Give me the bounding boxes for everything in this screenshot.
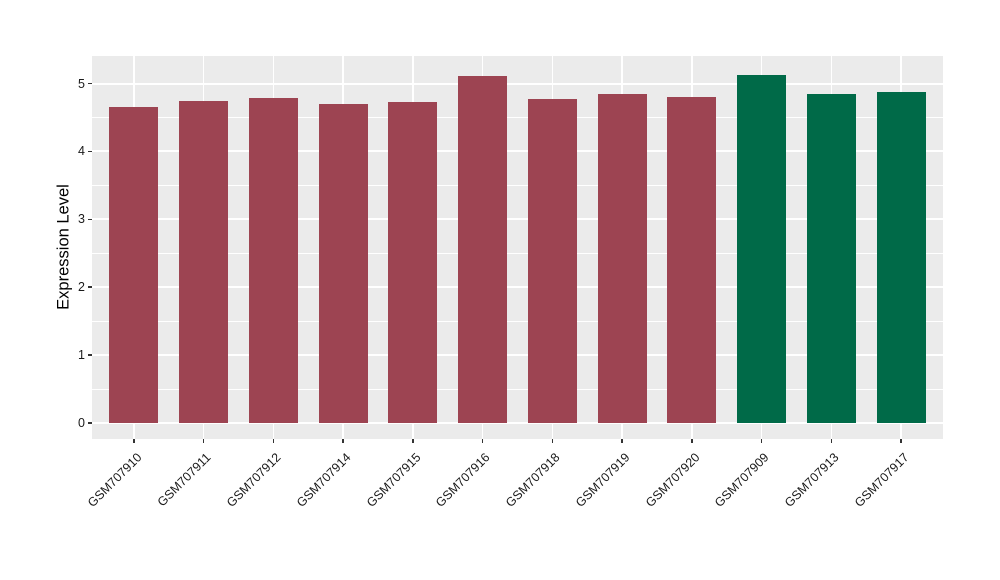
y-tick-mark xyxy=(88,422,92,424)
y-tick-label: 4 xyxy=(78,144,85,159)
y-tick-label: 1 xyxy=(78,347,85,362)
x-tick-label: GSM707909 xyxy=(712,450,772,510)
x-tick-label: GSM707911 xyxy=(155,450,214,510)
y-tick-mark xyxy=(88,150,92,153)
minor-gridline xyxy=(92,320,943,322)
x-tick-label: GSM707912 xyxy=(224,450,284,510)
minor-gridline xyxy=(92,116,943,118)
x-tick-mark xyxy=(202,439,205,443)
x-tick-mark xyxy=(272,439,275,443)
y-tick-label: 3 xyxy=(78,212,85,227)
x-tick-label: GSM707914 xyxy=(293,450,354,510)
y-tick-mark xyxy=(88,354,92,356)
x-tick-label: GSM707916 xyxy=(433,450,493,510)
bar-GSM707909 xyxy=(737,74,787,423)
x-tick-mark xyxy=(133,439,135,443)
plot-panel xyxy=(92,56,943,439)
minor-gridline xyxy=(92,184,943,186)
x-tick-label: GSM707915 xyxy=(363,450,424,510)
x-tick-label: GSM707913 xyxy=(782,450,842,510)
x-tick-mark xyxy=(691,439,693,443)
major-gridline xyxy=(92,354,943,357)
bar-GSM707917 xyxy=(876,91,926,423)
x-tick-mark xyxy=(481,439,484,443)
bar-GSM707919 xyxy=(597,94,647,423)
minor-gridline xyxy=(92,388,943,390)
x-tick-mark xyxy=(621,439,623,443)
y-tick-label: 2 xyxy=(78,279,85,294)
x-tick-label: GSM707919 xyxy=(572,450,633,510)
major-gridline xyxy=(92,286,943,289)
minor-gridline xyxy=(92,252,943,254)
bar-GSM707920 xyxy=(667,97,717,423)
bar-GSM707918 xyxy=(527,99,577,423)
bar-GSM707914 xyxy=(318,103,368,423)
x-tick-mark xyxy=(551,439,554,443)
bar-GSM707916 xyxy=(458,76,508,423)
y-tick-mark xyxy=(88,286,92,288)
x-tick-label: GSM707917 xyxy=(851,450,912,510)
y-tick-mark xyxy=(88,82,92,85)
y-tick-label: 5 xyxy=(78,76,85,91)
major-gridline xyxy=(92,82,943,85)
y-axis-title: Expression Level xyxy=(54,184,73,310)
major-gridline xyxy=(92,218,943,221)
major-gridline xyxy=(92,150,943,153)
x-tick-mark xyxy=(412,439,414,443)
y-tick-mark xyxy=(88,218,92,221)
x-tick-mark xyxy=(342,439,344,443)
bar-GSM707911 xyxy=(179,101,228,423)
bar-GSM707912 xyxy=(248,98,298,423)
x-tick-mark xyxy=(900,439,902,443)
x-tick-mark xyxy=(760,439,763,443)
bar-GSM707915 xyxy=(388,101,438,423)
major-gridline xyxy=(92,422,943,424)
bar-GSM707913 xyxy=(806,93,856,423)
y-tick-label: 0 xyxy=(78,415,85,430)
x-tick-label: GSM707910 xyxy=(84,450,145,510)
x-tick-label: GSM707920 xyxy=(642,450,703,510)
x-tick-label: GSM707918 xyxy=(503,450,563,510)
x-tick-mark xyxy=(830,439,833,443)
bar-GSM707910 xyxy=(109,106,159,423)
